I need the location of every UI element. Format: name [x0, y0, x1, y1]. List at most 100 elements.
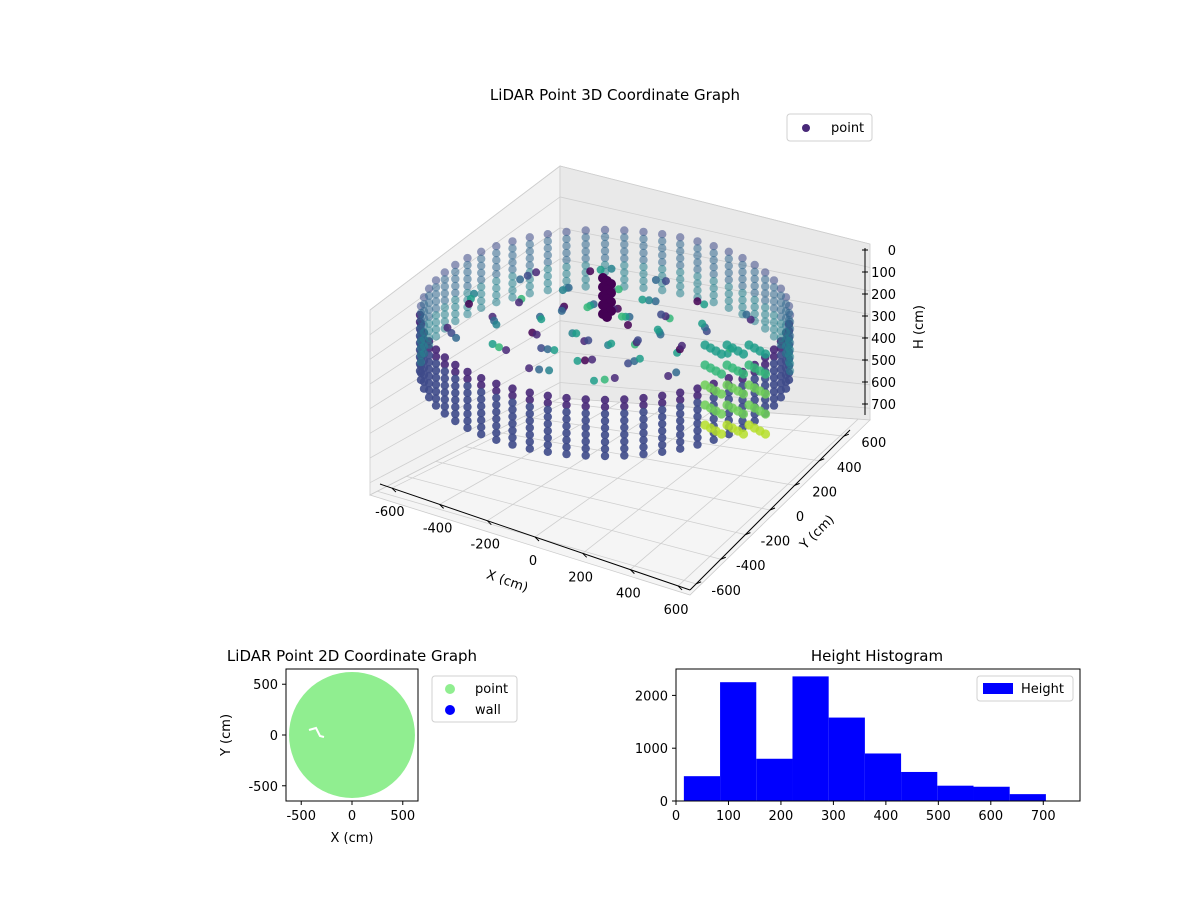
cloud-point [477, 409, 486, 418]
cloud-point [451, 281, 460, 291]
z-tick-label-3d: 400 [871, 332, 896, 347]
cloud-point [761, 360, 770, 369]
cloud-point [639, 248, 648, 258]
cloud-point [639, 393, 648, 403]
cloud-point [709, 263, 718, 272]
y-tick-mark [819, 458, 825, 462]
cloud-point [581, 416, 590, 425]
cloud-point [581, 395, 590, 404]
cloud-point [581, 437, 590, 446]
cloud-point [658, 447, 667, 456]
cloud-point [508, 244, 517, 253]
cloud-point [724, 254, 733, 263]
cloud-point [508, 426, 517, 435]
cloud-point [495, 343, 504, 352]
cloud-point [600, 225, 610, 235]
cloud-point [543, 447, 552, 456]
cloud-point [620, 451, 629, 460]
cloud-point [562, 442, 571, 452]
cloud-point [508, 412, 517, 421]
cloud-point [492, 242, 501, 251]
cloud-point [738, 260, 747, 270]
legend-label-height: Height [1021, 682, 1064, 697]
cloud-point [693, 384, 702, 393]
cloud-point [431, 297, 441, 306]
cloud-point [769, 359, 779, 368]
histogram-frame [675, 668, 1081, 802]
cloud-point [624, 359, 633, 368]
cloud-point [581, 240, 590, 249]
cloud-point [562, 414, 571, 424]
cloud-point [676, 233, 685, 242]
cloud-point [452, 333, 461, 342]
cloud-point [750, 295, 759, 305]
cloud-point [676, 254, 685, 263]
histogram-bar [683, 776, 721, 801]
cloud-point [543, 412, 552, 421]
y-tick-mark [794, 482, 800, 486]
cloud-point [424, 319, 434, 328]
cloud-point [676, 423, 685, 432]
cloud-point [620, 416, 629, 425]
cloud-point [600, 253, 610, 263]
cloud-point [525, 430, 534, 439]
cloud-point [477, 381, 486, 390]
cloud-point [543, 286, 552, 295]
cloud-point [658, 433, 667, 442]
cloud-point [440, 353, 449, 362]
cloud-point [651, 297, 660, 306]
cloud-point [724, 275, 733, 284]
cloud-point [776, 305, 786, 314]
cloud-point [492, 393, 501, 402]
cloud-point [535, 365, 544, 374]
cloud-point [532, 330, 541, 339]
cloud-point [596, 265, 605, 274]
cloud-point [477, 268, 486, 277]
cloud-point [676, 282, 685, 291]
cloud-point [492, 407, 501, 416]
cloud-point [709, 298, 718, 307]
cloud-point [477, 261, 486, 270]
cloud-point [431, 380, 441, 389]
cloud-point [785, 366, 795, 376]
histogram-bar [792, 676, 829, 801]
cloud-point [776, 291, 786, 300]
cloud-point [543, 244, 552, 253]
cloud-point [738, 349, 749, 359]
cloud-point [440, 303, 449, 312]
legend-label-point: point [831, 121, 864, 136]
legend-label-wall: wall [475, 703, 501, 718]
cloud-point [525, 416, 534, 425]
legend-histogram: Height [976, 675, 1074, 702]
y-tick-mark [769, 507, 776, 511]
y-tick-mark [843, 433, 850, 437]
plot-3d-title: LiDAR Point 3D Coordinate Graph [490, 86, 740, 104]
cloud-point [600, 375, 609, 384]
y-tick-label-3d: -400 [736, 559, 766, 574]
cloud-point [750, 288, 759, 298]
cloud-point [543, 265, 552, 274]
legend-3d: point [786, 113, 873, 142]
cloud-point [488, 340, 497, 348]
cloud-point [760, 349, 771, 359]
cloud-point [769, 394, 779, 403]
legend-swatch-height [983, 683, 1013, 694]
cloud-point [463, 309, 472, 319]
cloud-point [639, 283, 648, 293]
cloud-point [676, 275, 685, 284]
cloud-point [781, 384, 791, 393]
cloud-point [562, 428, 571, 438]
cloud-point [492, 400, 501, 409]
cloud-point [716, 349, 727, 359]
cloud-point [709, 242, 718, 251]
cloud-point [537, 315, 546, 324]
point-disc [289, 672, 415, 798]
cloud-point [620, 261, 629, 270]
cloud-point [431, 283, 441, 292]
cloud-point [523, 271, 532, 280]
cloud-point [543, 258, 552, 267]
cloud-point [676, 261, 685, 270]
cloud-point [709, 284, 718, 293]
cloud-point [492, 277, 501, 286]
cloud-point [693, 391, 702, 400]
